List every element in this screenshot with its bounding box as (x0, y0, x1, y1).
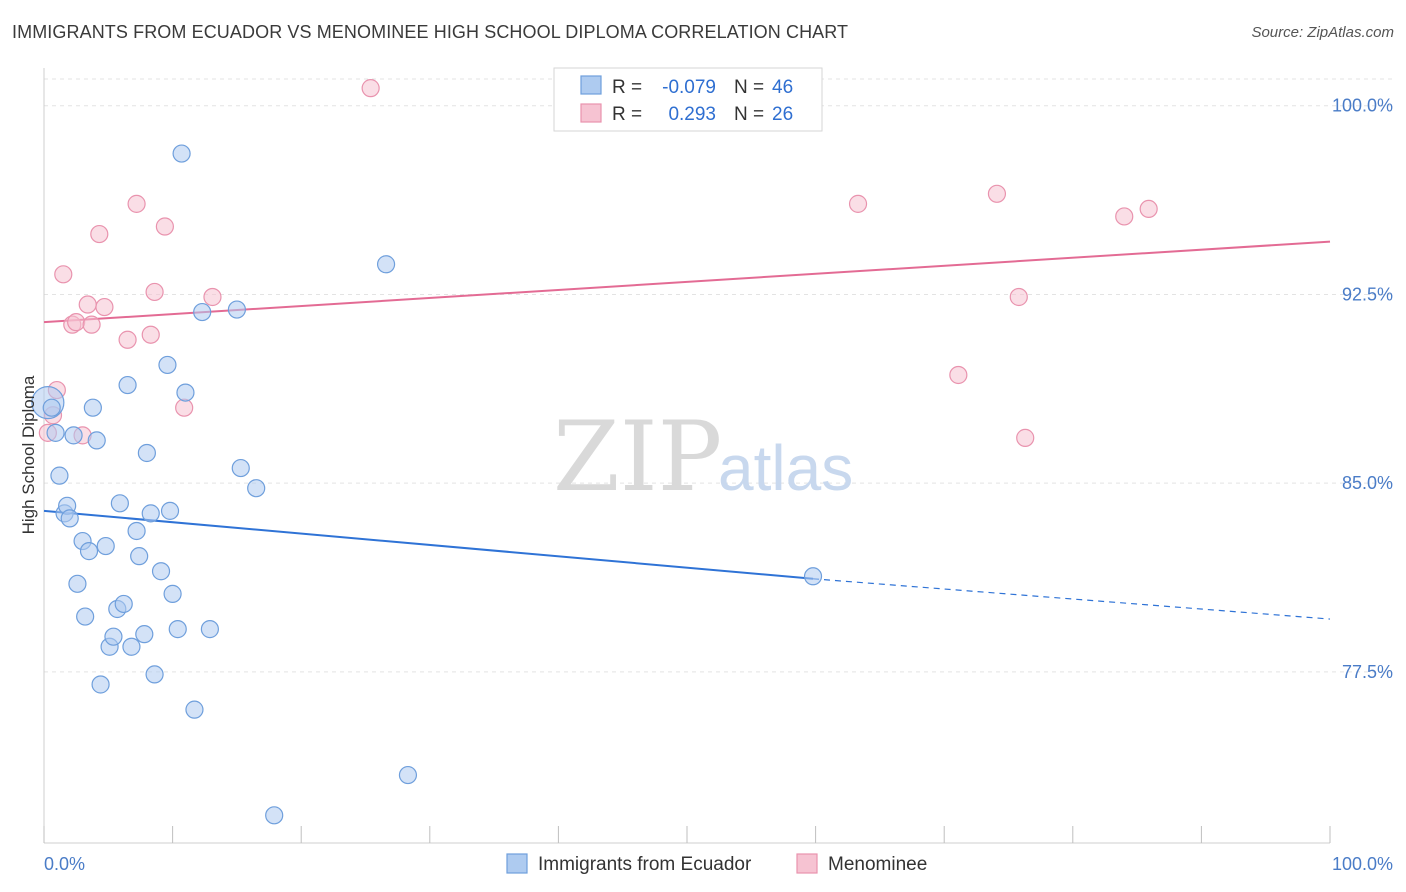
watermark-zip: ZIP (553, 401, 722, 513)
y-axis-title: High School Diploma (19, 375, 38, 534)
legend-swatch-pink (580, 103, 602, 123)
point-ecuador (376, 255, 396, 274)
point-menominee (1009, 287, 1028, 307)
watermark-atlas: atlas (718, 432, 853, 504)
points-layer (31, 79, 1158, 825)
legend-swatch-blue (580, 75, 602, 95)
legend-n-value-1: 46 (772, 77, 793, 98)
legend-r-value-1: -0.079 (662, 77, 716, 98)
watermark: ZIP atlas (553, 401, 853, 513)
point-ecuador (398, 765, 418, 785)
point-ecuador (151, 562, 171, 581)
legend-r-label-1: R = (612, 77, 642, 98)
point-menominee (90, 224, 109, 244)
point-menominee (1115, 207, 1134, 226)
point-ecuador (247, 479, 266, 498)
x-tick-label: 0.0% (44, 854, 85, 874)
point-ecuador (185, 700, 204, 719)
point-ecuador (172, 144, 191, 163)
point-ecuador (60, 509, 79, 528)
chart-title: IMMIGRANTS FROM ECUADOR VS MENOMINEE HIG… (12, 22, 849, 42)
point-ecuador (104, 627, 123, 646)
legend-r-value-2: 0.293 (668, 104, 716, 125)
point-ecuador (135, 625, 154, 644)
point-ecuador (265, 806, 284, 825)
bottom-legend-label-ecuador: Immigrants from Ecuador (538, 854, 752, 875)
point-menominee (54, 265, 73, 284)
point-menominee (118, 330, 137, 349)
point-menominee (361, 79, 380, 98)
point-menominee (1139, 199, 1158, 219)
point-menominee (949, 365, 968, 385)
point-menominee (175, 398, 194, 417)
point-ecuador (145, 665, 164, 684)
point-ecuador (803, 567, 823, 586)
legend-n-label-1: N = (734, 77, 764, 98)
trend-line-ecuador-extension (812, 578, 1331, 620)
point-ecuador (158, 355, 177, 375)
point-ecuador (160, 501, 180, 520)
trend-line-ecuador (43, 509, 814, 580)
point-ecuador (50, 466, 69, 485)
point-ecuador (130, 547, 149, 566)
y-tick-label: 100.0% (1332, 96, 1393, 116)
point-ecuador (79, 542, 99, 561)
point-ecuador (87, 431, 106, 450)
point-ecuador (193, 302, 212, 322)
point-menominee (67, 313, 86, 332)
tick-label-layer: 100.0% 92.5% 85.0% 77.5% 0.0% 100.0% (44, 96, 1393, 874)
y-tick-label: 92.5% (1342, 284, 1393, 304)
point-ecuador (163, 584, 182, 603)
point-menominee (141, 325, 160, 344)
point-ecuador (122, 637, 141, 656)
point-ecuador (137, 443, 156, 463)
legend-r-label-2: R = (612, 104, 642, 125)
point-menominee (987, 184, 1007, 203)
point-ecuador (83, 398, 102, 417)
y-tick-label: 85.0% (1342, 473, 1393, 493)
bottom-legend-swatch-pink (796, 853, 818, 874)
point-menominee (95, 297, 114, 317)
grid-layer (44, 78, 1394, 673)
point-ecuador (91, 675, 110, 694)
point-ecuador (168, 620, 187, 639)
x-tick-label: 100.0% (1332, 854, 1393, 874)
point-ecuador (110, 494, 129, 513)
point-menominee (82, 315, 101, 334)
point-ecuador (231, 458, 250, 478)
legend-n-value-2: 26 (772, 104, 793, 125)
point-menominee (1016, 428, 1035, 447)
point-ecuador (118, 375, 137, 395)
point-ecuador (127, 521, 146, 541)
point-ecuador (114, 594, 133, 614)
point-ecuador (96, 536, 115, 556)
point-menominee (127, 194, 146, 213)
point-menominee (155, 217, 174, 236)
bottom-legend-swatch-blue (506, 853, 528, 874)
source-credit: Source: ZipAtlas.com (1251, 24, 1394, 41)
trend-layer (43, 240, 1331, 620)
point-ecuador (64, 426, 83, 445)
point-menominee (203, 287, 222, 307)
point-menominee (848, 194, 868, 213)
point-ecuador (42, 398, 61, 417)
legend-top: R = -0.079 N = 46 R = 0.293 N = 26 (553, 67, 823, 132)
point-ecuador (227, 300, 246, 319)
point-menominee (78, 295, 97, 314)
axes-layer (43, 68, 1331, 844)
point-ecuador (76, 607, 95, 626)
point-ecuador (200, 620, 219, 639)
legend-bottom: Immigrants from Ecuador Menominee (506, 853, 927, 875)
point-ecuador (141, 504, 160, 523)
bottom-legend-label-menominee: Menominee (828, 854, 927, 875)
point-ecuador (68, 574, 87, 593)
legend-n-label-2: N = (734, 104, 764, 125)
point-ecuador (46, 423, 65, 442)
y-tick-label: 77.5% (1342, 662, 1393, 682)
point-menominee (145, 282, 164, 302)
point-ecuador (176, 383, 195, 402)
trend-line-menominee (43, 240, 1331, 324)
